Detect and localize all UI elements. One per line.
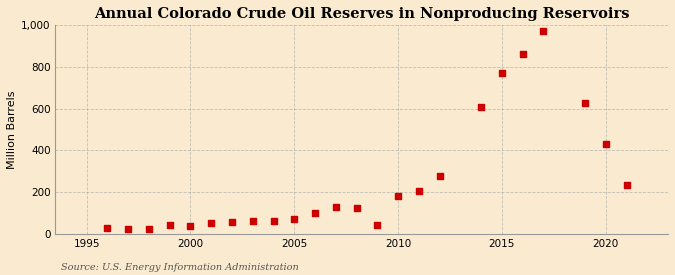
Point (123, 227, 134, 231)
Point (434, 174, 445, 179)
Title: Annual Colorado Crude Oil Reserves in Nonproducing Reservoirs: Annual Colorado Crude Oil Reserves in No… (94, 7, 630, 21)
Point (351, 206, 362, 210)
Point (476, 105, 487, 110)
Y-axis label: Million Barrels: Million Barrels (7, 90, 17, 169)
Text: Source: U.S. Energy Information Administration: Source: U.S. Energy Information Administ… (61, 263, 298, 272)
Point (517, 52, 528, 56)
Point (247, 219, 258, 224)
Point (144, 227, 155, 231)
Point (227, 220, 238, 225)
Point (538, 29, 549, 33)
Point (268, 219, 279, 224)
Point (102, 226, 113, 230)
Point (621, 183, 632, 187)
Point (372, 222, 383, 227)
Point (310, 211, 321, 215)
Point (600, 142, 611, 146)
Point (289, 217, 300, 221)
Point (414, 189, 425, 193)
Point (580, 101, 591, 106)
Point (206, 221, 217, 226)
Point (185, 223, 196, 228)
Point (330, 205, 341, 209)
Point (164, 222, 175, 227)
Point (393, 194, 404, 199)
Point (497, 71, 508, 75)
